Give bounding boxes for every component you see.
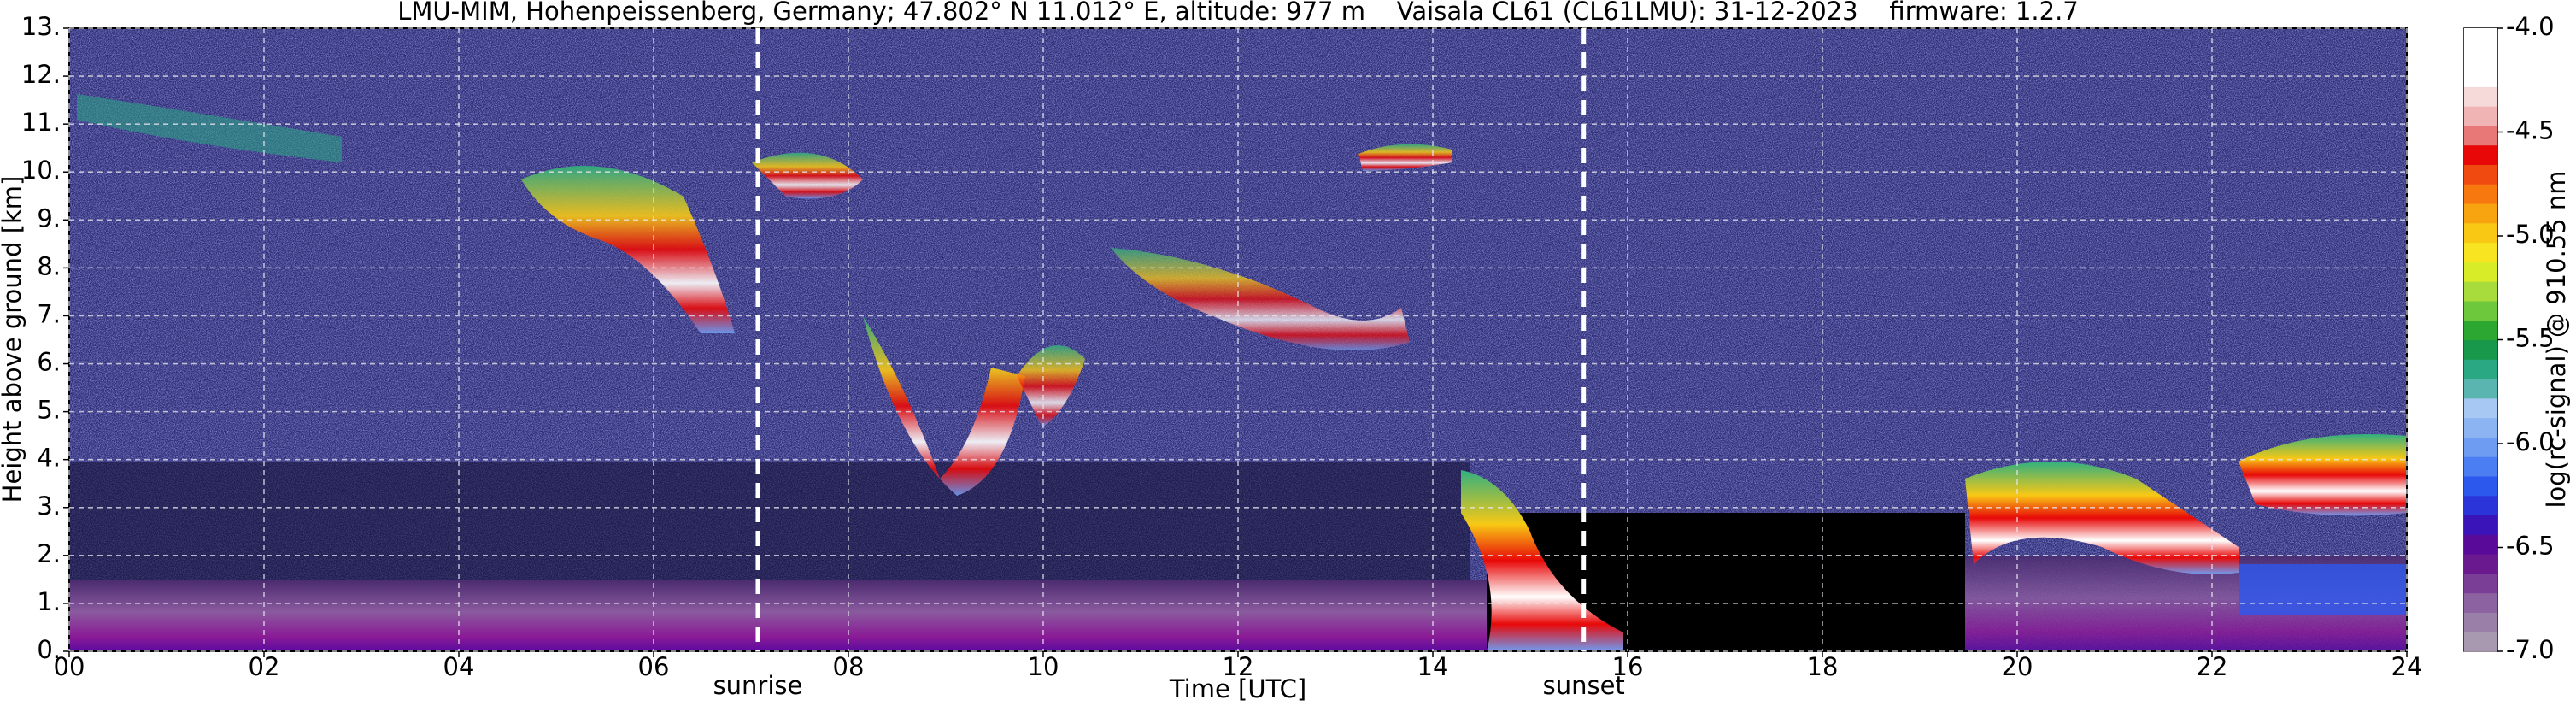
chart-title: LMU-MIM, Hohenpeissenberg, Germany; 47.8… xyxy=(397,0,2079,26)
colorbar-tick-label: -7.0 xyxy=(2506,635,2555,664)
y-tick-label: 10. xyxy=(21,156,61,185)
x-tick-label: 06 xyxy=(638,652,670,681)
colorbar-segment xyxy=(2464,67,2497,87)
x-tick-label: 18 xyxy=(1807,652,1839,681)
colorbar-segment xyxy=(2464,475,2497,497)
y-tick-label: 4. xyxy=(37,444,61,473)
colorbar-segment xyxy=(2464,164,2497,185)
colorbar-segment xyxy=(2464,379,2497,399)
colorbar-segment xyxy=(2464,106,2497,126)
x-tick-label: 24 xyxy=(2391,652,2423,681)
x-tick-label: 00 xyxy=(54,652,85,681)
y-axis-label: Height above ground [km] xyxy=(0,176,26,503)
colorbar-tick-label: -4.0 xyxy=(2506,12,2555,41)
y-tick-label: 2. xyxy=(37,539,61,568)
x-axis-label: Time [UTC] xyxy=(1169,674,1306,703)
colorbar-segment xyxy=(2464,456,2497,477)
y-tick-label: 0. xyxy=(37,635,61,664)
colorbar-segment xyxy=(2464,339,2497,360)
y-tick-label: 13. xyxy=(21,12,61,41)
colorbar-segment xyxy=(2464,300,2497,321)
colorbar-tick-label: -5.5 xyxy=(2506,324,2555,353)
colorbar-segment xyxy=(2464,417,2497,438)
colorbar-segment xyxy=(2464,495,2497,516)
colorbar-segment xyxy=(2464,359,2497,379)
colorbar-segment xyxy=(2464,144,2497,165)
y-tick-label: 7. xyxy=(37,299,61,328)
colorbar-segment xyxy=(2464,47,2497,68)
x-tick-label: 14 xyxy=(1417,652,1449,681)
colorbar-segment xyxy=(2464,203,2497,224)
colorbar-segment xyxy=(2464,281,2497,302)
x-tick-label: 02 xyxy=(249,652,280,681)
x-tick-label: 10 xyxy=(1028,652,1059,681)
colorbar-tick-label: -6.0 xyxy=(2506,427,2555,456)
x-tick-label: 12 xyxy=(1223,652,1254,681)
colorbar-segment xyxy=(2464,262,2497,282)
colorbar-segment xyxy=(2464,184,2497,204)
colorbar-segment xyxy=(2464,515,2497,535)
y-tick-label: 8. xyxy=(37,251,61,280)
colorbar-segment xyxy=(2464,125,2497,146)
colorbar-segment xyxy=(2464,437,2497,457)
colorbar-segment xyxy=(2464,534,2497,555)
y-tick-label: 5. xyxy=(37,396,61,425)
x-tick-label: 22 xyxy=(2197,652,2228,681)
colorbar-segment xyxy=(2464,632,2497,652)
colorbar-segment xyxy=(2464,592,2497,613)
colorbar-segment xyxy=(2464,397,2497,419)
colorbar-segment xyxy=(2464,222,2497,244)
x-tick-label: 04 xyxy=(443,652,475,681)
colorbar-segment xyxy=(2464,28,2497,49)
colorbar-label: log(rc-signal) @ 910.55 nm xyxy=(2542,170,2571,508)
y-tick-label: 1. xyxy=(37,587,61,616)
colorbar-segment xyxy=(2464,573,2497,594)
annotation-label: sunrise xyxy=(713,671,803,700)
y-tick-label: 3. xyxy=(37,491,61,521)
y-tick-label: 12. xyxy=(21,60,61,89)
y-tick-label: 9. xyxy=(37,203,61,232)
y-tick-label: 11. xyxy=(21,108,61,137)
colorbar-segment xyxy=(2464,320,2497,340)
colorbar-segment xyxy=(2464,242,2497,262)
colorbar-tick-label: -4.5 xyxy=(2506,116,2555,145)
x-tick-label: 08 xyxy=(833,652,865,681)
colorbar-tick-label: -6.5 xyxy=(2506,532,2555,561)
colorbar-tick-label: -5.0 xyxy=(2506,220,2555,249)
annotation-label: sunset xyxy=(1543,671,1625,700)
x-tick-label: 16 xyxy=(1612,652,1644,681)
x-tick-label: 20 xyxy=(2002,652,2033,681)
colorbar-segment xyxy=(2464,86,2497,107)
y-tick-label: 6. xyxy=(37,348,61,377)
colorbar-segment xyxy=(2464,612,2497,632)
colorbar-segment xyxy=(2464,554,2497,574)
